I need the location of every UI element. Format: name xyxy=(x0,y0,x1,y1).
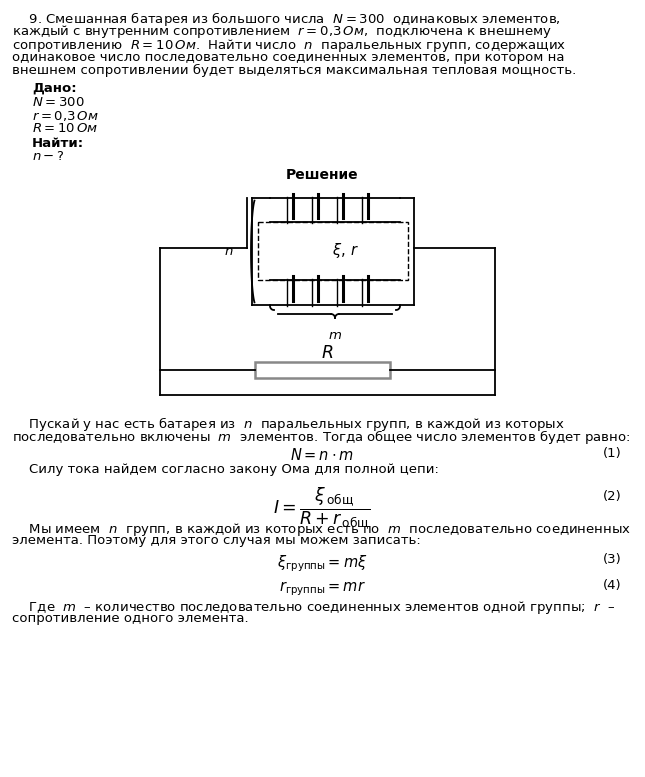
Text: (1): (1) xyxy=(603,447,622,460)
Text: сопротивление одного элемента.: сопротивление одного элемента. xyxy=(12,612,248,625)
Text: $\xi,\, r$: $\xi,\, r$ xyxy=(332,242,359,260)
Text: $r=0{,}3\,Ом$: $r=0{,}3\,Ом$ xyxy=(32,109,99,123)
Text: (4): (4) xyxy=(603,579,622,592)
Text: $N=n\cdot m$: $N=n\cdot m$ xyxy=(290,447,354,463)
Text: элемента. Поэтому для этого случая мы можем записать:: элемента. Поэтому для этого случая мы мо… xyxy=(12,534,421,547)
Text: Решение: Решение xyxy=(286,168,359,182)
Text: $n$: $n$ xyxy=(224,245,233,258)
Text: $R=10\,Ом$: $R=10\,Ом$ xyxy=(32,122,99,135)
Text: $\xi_{\text{группы}}=m\xi$: $\xi_{\text{группы}}=m\xi$ xyxy=(277,553,367,573)
Text: Силу тока найдем согласно закону Ома для полной цепи:: Силу тока найдем согласно закону Ома для… xyxy=(12,463,439,476)
Text: Мы имеем  $n$  групп, в каждой из которых есть по  $m$  последовательно соединен: Мы имеем $n$ групп, в каждой из которых … xyxy=(12,521,631,538)
Text: сопротивлению  $R=10\,Ом$.  Найти число  $n$  паральельных групп, содержащих: сопротивлению $R=10\,Ом$. Найти число $n… xyxy=(12,37,566,54)
Text: $n-?$: $n-?$ xyxy=(32,150,64,163)
Text: Пускай у нас есть батарея из  $n$  паральельных групп, в каждой из которых: Пускай у нас есть батарея из $n$ паралье… xyxy=(12,415,564,433)
Text: каждый с внутренним сопротивлением  $r=0{,}3\,Ом$,  подключена к внешнему: каждый с внутренним сопротивлением $r=0{… xyxy=(12,23,551,40)
Text: $m$: $m$ xyxy=(328,329,342,342)
Text: Где  $m$  – количество последовательно соединенных элементов одной группы;  $r$ : Где $m$ – количество последовательно сое… xyxy=(12,599,615,616)
Text: $N=300$: $N=300$ xyxy=(32,96,84,109)
Text: (2): (2) xyxy=(603,490,622,503)
Text: Дано:: Дано: xyxy=(32,82,77,95)
Text: последовательно включены  $m$  элементов. Тогда общее число элементов будет равн: последовательно включены $m$ элементов. … xyxy=(12,428,630,446)
Text: Найти:: Найти: xyxy=(32,137,84,150)
Text: 9. Смешанная батарея из большого числа  $N=300$  одинаковых элементов,: 9. Смешанная батарея из большого числа $… xyxy=(12,10,561,28)
Text: $r_{\text{группы}}=mr$: $r_{\text{группы}}=mr$ xyxy=(279,579,366,598)
Text: одинаковое число последовательно соединенных элементов, при котором на: одинаковое число последовательно соедине… xyxy=(12,51,564,64)
Text: внешнем сопротивлении будет выделяться максимальная тепловая мощность.: внешнем сопротивлении будет выделяться м… xyxy=(12,64,576,77)
Text: $I=\dfrac{\xi_{\,\text{общ}}}{R+r_{\,\text{общ}}}$: $I=\dfrac{\xi_{\,\text{общ}}}{R+r_{\,\te… xyxy=(273,485,371,531)
Text: $R$: $R$ xyxy=(321,344,333,362)
Text: (3): (3) xyxy=(603,553,622,566)
